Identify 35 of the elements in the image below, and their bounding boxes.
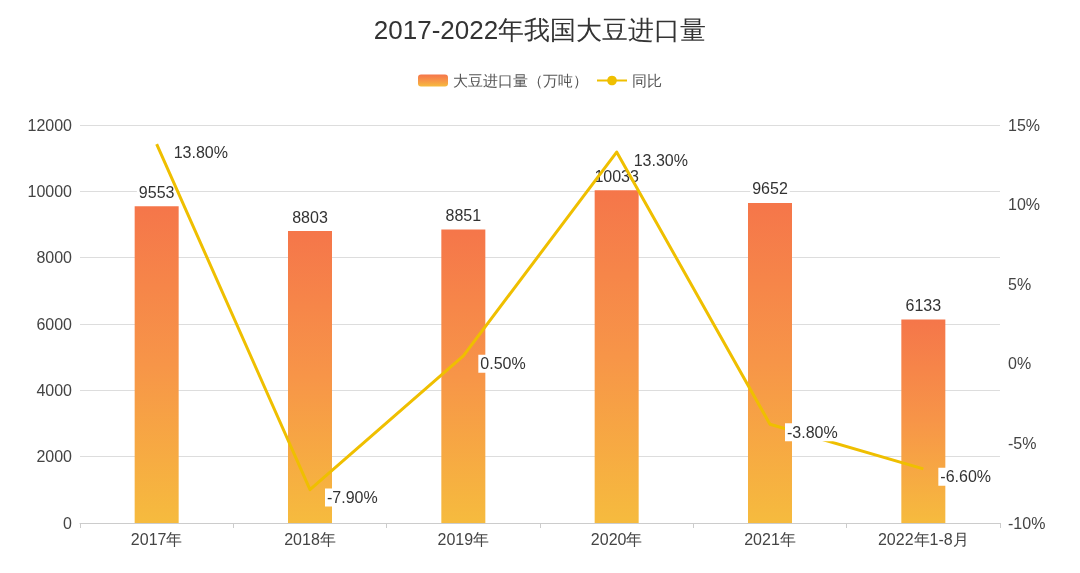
y-tick-label: 10000 [27, 182, 73, 200]
data-label: 6133 [905, 297, 942, 315]
y2-tick-label: -5% [1008, 434, 1037, 452]
data-label: 13.30% [633, 151, 688, 169]
bar [134, 206, 179, 523]
data-label: 8851 [445, 206, 482, 224]
y2-tick-label: 5% [1008, 275, 1032, 293]
data-label: -7.90% [327, 489, 378, 507]
y-tick-label: 0 [63, 514, 73, 532]
y-tick-label: 6000 [36, 315, 73, 333]
chart-title: 2017-2022年我国大豆进口量 [373, 15, 707, 45]
x-tick-label: 2017年 [130, 530, 183, 548]
y-tick-label: 12000 [27, 116, 73, 134]
data-label: -3.80% [787, 423, 838, 441]
y-tick-label: 4000 [36, 381, 73, 399]
y-tick-label: 2000 [36, 448, 73, 466]
y2-tick-label: 10% [1008, 196, 1041, 214]
y-tick-label: 8000 [36, 249, 73, 267]
x-tick-label: 2019年 [437, 530, 490, 548]
bar [594, 190, 639, 523]
legend-label: 同比 [632, 72, 662, 89]
y2-tick-label: 15% [1008, 116, 1041, 134]
y2-tick-label: -10% [1008, 514, 1046, 532]
data-label: 0.50% [480, 355, 526, 373]
x-tick-label: 2020年 [590, 530, 643, 548]
x-tick-label: 2021年 [744, 530, 796, 548]
data-label: 9553 [138, 183, 175, 201]
x-tick-label: 2018年 [284, 530, 336, 548]
y2-tick-label: 0% [1008, 355, 1032, 373]
data-label: 9652 [752, 180, 788, 198]
legend-label: 大豆进口量（万吨） [453, 72, 588, 89]
x-tick-label: 2022年1-8月 [877, 530, 969, 548]
data-label: -6.60% [940, 468, 992, 486]
data-label: 13.80% [173, 143, 228, 161]
data-label: 8803 [292, 208, 328, 226]
